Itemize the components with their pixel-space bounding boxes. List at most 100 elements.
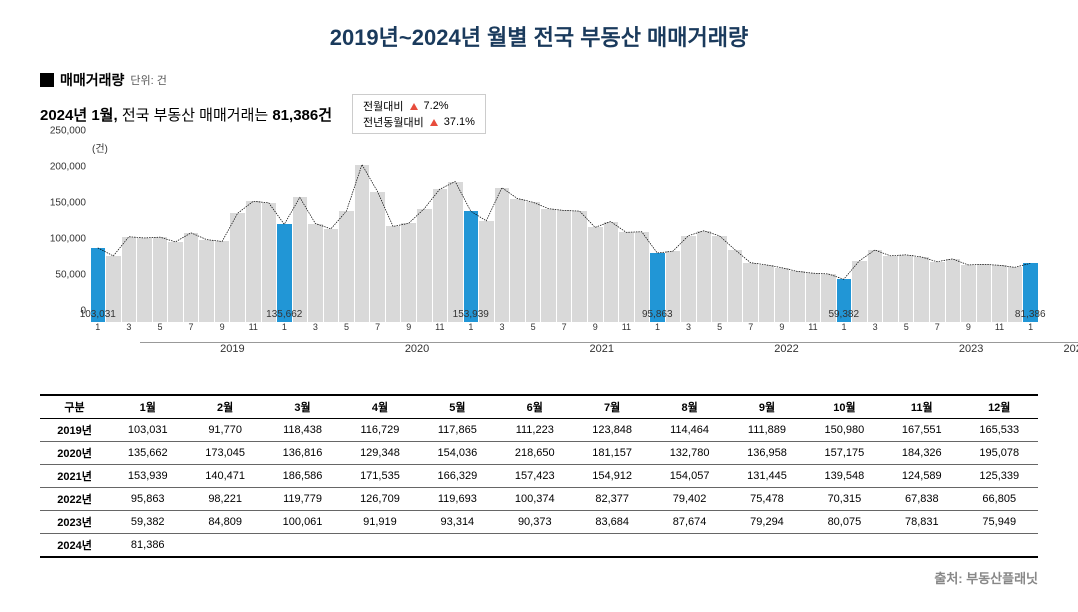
x-tick xyxy=(168,322,184,342)
table-cell: 103,031 xyxy=(109,419,186,442)
bar xyxy=(215,241,230,322)
bar-value-label: 81,386 xyxy=(1015,309,1046,320)
x-tick xyxy=(821,322,837,342)
table-row: 2020년135,662173,045136,816129,348154,036… xyxy=(40,442,1038,465)
bar xyxy=(899,255,914,322)
table-cell: 84,809 xyxy=(186,511,263,534)
summary-mid: 전국 부동산 매매거래는 xyxy=(122,107,273,124)
x-tick xyxy=(292,322,308,342)
table-cell: 79,294 xyxy=(728,511,805,534)
bar xyxy=(728,250,743,322)
table-cell: 186,586 xyxy=(264,465,341,488)
summary-value: 81,386건 xyxy=(272,107,332,124)
bar xyxy=(401,223,416,322)
table-cell xyxy=(341,534,418,558)
x-months: 135791113579111357911135791113579111 xyxy=(90,322,1038,342)
bar xyxy=(743,263,758,322)
table-header: 2월 xyxy=(186,395,263,419)
table-cell: 157,175 xyxy=(806,442,883,465)
table-cell: 139,548 xyxy=(806,465,883,488)
bar xyxy=(961,265,976,322)
summary-text: 2024년 1월, 전국 부동산 매매거래는 81,386건 xyxy=(40,104,332,125)
y-axis: 050,000100,000150,000200,000250,000 xyxy=(40,142,90,322)
x-tick: 3 xyxy=(308,322,324,342)
table-cell xyxy=(883,534,960,558)
table-header: 8월 xyxy=(651,395,728,419)
bar-value-label: 135,662 xyxy=(266,309,302,320)
bar xyxy=(246,201,261,322)
table-cell: 124,589 xyxy=(883,465,960,488)
x-tick xyxy=(759,322,775,342)
x-tick: 11 xyxy=(245,322,261,342)
bar xyxy=(417,209,432,322)
stat-pct: 7.2% xyxy=(424,100,449,112)
bar xyxy=(541,209,556,322)
bar xyxy=(293,197,308,322)
table-cell: 218,650 xyxy=(496,442,573,465)
bar-value-label: 59,382 xyxy=(828,309,859,320)
table-cell: 75,949 xyxy=(961,511,1039,534)
table-body: 2019년103,03191,770118,438116,729117,8651… xyxy=(40,419,1038,558)
legend: 매매거래량 단위: 건 xyxy=(40,70,1038,90)
bar xyxy=(308,224,323,323)
table-header-row: 구분1월2월3월4월5월6월7월8월9월10월11월12월 xyxy=(40,395,1038,419)
x-tick: 1 xyxy=(90,322,106,342)
bar xyxy=(604,222,619,322)
table-cell: 181,157 xyxy=(573,442,650,465)
bar xyxy=(199,240,214,322)
bar xyxy=(946,259,961,322)
table-cell: 95,863 xyxy=(109,488,186,511)
x-tick: 5 xyxy=(339,322,355,342)
table-row: 2021년153,939140,471186,586171,535166,329… xyxy=(40,465,1038,488)
table-cell: 123,848 xyxy=(573,419,650,442)
x-tick: 11 xyxy=(992,322,1008,342)
row-label: 2021년 xyxy=(40,465,109,488)
table-cell: 153,939 xyxy=(109,465,186,488)
x-tick xyxy=(510,322,526,342)
table-header: 1월 xyxy=(109,395,186,419)
x-tick xyxy=(354,322,370,342)
table-header: 10월 xyxy=(806,395,883,419)
bar xyxy=(262,203,277,322)
x-tick: 11 xyxy=(432,322,448,342)
triangle-up-icon xyxy=(410,103,418,110)
table-cell: 118,438 xyxy=(264,419,341,442)
table-cell: 167,551 xyxy=(883,419,960,442)
table-cell: 154,912 xyxy=(573,465,650,488)
bar-highlight xyxy=(464,211,479,322)
bar xyxy=(526,202,541,322)
year-label: 2021 xyxy=(509,342,694,358)
stat-label: 전년동월대비 xyxy=(363,114,424,130)
year-label: 2022 xyxy=(694,342,879,358)
x-tick: 1 xyxy=(277,322,293,342)
row-label: 2024년 xyxy=(40,534,109,558)
table-cell: 136,958 xyxy=(728,442,805,465)
table-cell: 100,061 xyxy=(264,511,341,534)
table-cell: 171,535 xyxy=(341,465,418,488)
table-cell: 119,693 xyxy=(419,488,496,511)
table-cell xyxy=(728,534,805,558)
y-tick: 150,000 xyxy=(50,198,86,209)
x-tick: 5 xyxy=(898,322,914,342)
x-tick xyxy=(572,322,588,342)
x-tick xyxy=(479,322,495,342)
bar-value-label: 95,863 xyxy=(642,309,673,320)
table-cell: 78,831 xyxy=(883,511,960,534)
table-cell: 126,709 xyxy=(341,488,418,511)
table-cell xyxy=(496,534,573,558)
legend-label: 매매거래량 xyxy=(60,70,124,90)
bar-highlight xyxy=(277,224,292,322)
chart-plot: 103,031135,662153,93995,86359,38281,386 xyxy=(90,142,1038,322)
legend-unit: 단위: 건 xyxy=(130,72,166,88)
bar xyxy=(977,264,992,322)
x-tick: 11 xyxy=(619,322,635,342)
x-tick xyxy=(852,322,868,342)
bar xyxy=(153,237,168,322)
table-row: 2019년103,03191,770118,438116,729117,8651… xyxy=(40,419,1038,442)
x-tick: 9 xyxy=(774,322,790,342)
table-cell: 59,382 xyxy=(109,511,186,534)
bar xyxy=(230,213,245,322)
stat-label: 전월대비 xyxy=(363,98,403,114)
legend-swatch xyxy=(40,73,54,87)
table-cell: 131,445 xyxy=(728,465,805,488)
